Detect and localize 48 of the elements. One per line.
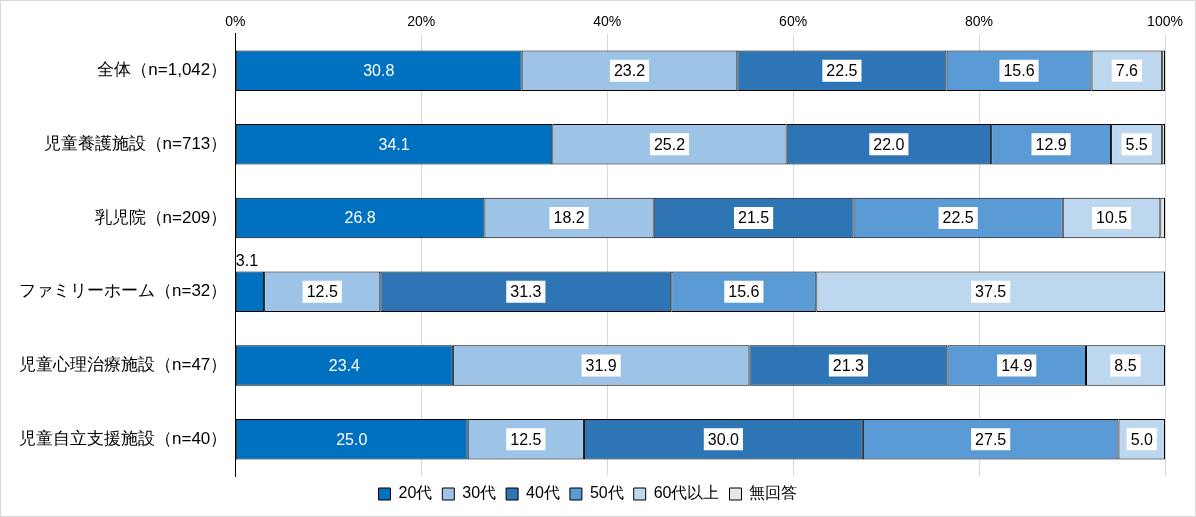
legend-label: 30代 <box>462 484 497 502</box>
data-label: 22.5 <box>942 209 974 227</box>
legend-label: 20代 <box>398 484 433 502</box>
data-label: 23.2 <box>613 62 646 80</box>
data-label: 23.4 <box>328 356 360 374</box>
y-tick-label: ファミリーホーム（n=32） <box>18 281 228 301</box>
y-tick-label: 全体（n=1,042） <box>97 60 228 80</box>
y-tick-label: 児童自立支援施設（n=40） <box>18 428 228 448</box>
data-label: 31.9 <box>585 356 617 374</box>
data-label: 21.5 <box>738 209 770 227</box>
data-label: 3.1 <box>235 251 259 269</box>
data-label: 27.5 <box>975 430 1007 448</box>
data-label: 14.9 <box>1001 356 1033 374</box>
data-label: 5.5 <box>1125 135 1148 153</box>
data-label: 10.5 <box>1095 209 1128 227</box>
legend-label: 40代 <box>526 484 560 502</box>
x-tick-label: 20% <box>407 13 436 30</box>
data-label: 25.2 <box>653 135 686 153</box>
data-label: 26.8 <box>344 209 376 227</box>
data-label: 12.9 <box>1035 135 1067 153</box>
y-tick-label: 乳児院（n=209） <box>94 207 228 227</box>
data-label: 18.2 <box>553 209 585 227</box>
y-tick-label: 児童養護施設（n=713） <box>43 134 228 154</box>
data-label: 7.6 <box>1115 62 1139 80</box>
data-label: 34.1 <box>378 135 410 153</box>
data-label: 21.3 <box>832 356 865 374</box>
data-label: 31.3 <box>510 283 542 301</box>
data-label: 15.6 <box>728 283 760 301</box>
data-label: 12.5 <box>510 430 542 448</box>
data-label: 15.6 <box>1003 62 1035 80</box>
x-tick-label: 60% <box>779 13 808 30</box>
data-label: 30.0 <box>707 430 740 448</box>
data-label: 22.0 <box>873 135 905 153</box>
data-label: 12.5 <box>306 283 338 301</box>
legend-label: 無回答 <box>749 484 798 502</box>
y-tick-label: 児童心理治療施設（n=47） <box>18 355 228 375</box>
x-tick-label: 40% <box>593 13 622 30</box>
data-label: 8.5 <box>1114 356 1137 374</box>
data-label: 22.5 <box>826 62 858 80</box>
x-tick-label: 0% <box>225 13 246 30</box>
data-label: 30.8 <box>363 62 395 80</box>
x-tick-label: 80% <box>965 13 994 30</box>
legend-label: 60代以上 <box>653 484 720 502</box>
data-label: 5.0 <box>1130 430 1153 448</box>
legend-label: 50代 <box>589 484 624 502</box>
data-label: 37.5 <box>975 283 1007 301</box>
x-tick-label: 100% <box>1147 13 1183 30</box>
data-label: 25.0 <box>336 430 368 448</box>
